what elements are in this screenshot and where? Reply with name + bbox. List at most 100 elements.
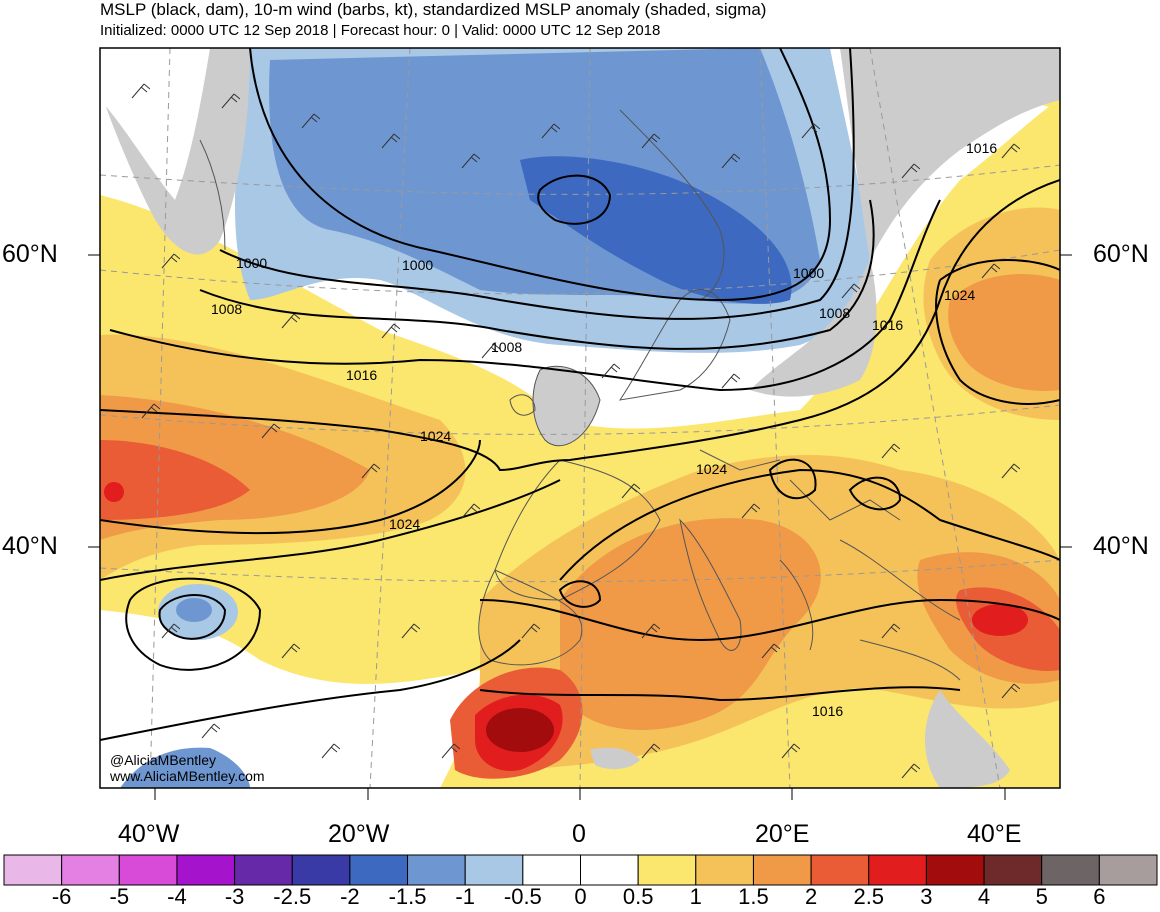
colorbar-swatch (234, 854, 293, 886)
colorbar-label: -5 (109, 884, 130, 909)
anomaly-neg-1-sw (176, 598, 212, 622)
graticule (100, 48, 1060, 788)
colorbar-label: -3 (224, 884, 245, 909)
lon-0-line (579, 48, 591, 788)
colorbar-swatch (695, 854, 754, 886)
colorbar-swatch (637, 854, 697, 886)
anomaly-pos-15-ne (948, 274, 1060, 391)
colorbar-swatch (349, 854, 409, 886)
contour-sw-low (158, 594, 227, 640)
contour-1000b (219, 48, 855, 320)
credit-handle: @AliciaMBentley (110, 752, 217, 768)
contour-1020-europe (479, 598, 1060, 642)
colorbar-swatch (580, 854, 639, 886)
land-sahara (590, 747, 640, 770)
contour-label: 1016 (966, 140, 997, 156)
anomaly-neg-1-bottom (120, 747, 250, 788)
colorbar-swatch (1041, 854, 1100, 886)
colorbar-swatch (752, 854, 812, 886)
contour-1008 (199, 199, 875, 350)
anomaly-neg-15-center (537, 170, 613, 220)
colorbar-label: 1.5 (738, 884, 769, 909)
lon-label-40w: 40°W (118, 820, 180, 848)
colorbar-label: 6 (1093, 884, 1106, 909)
colorbar-swatch (118, 854, 178, 886)
land-russia-north (840, 48, 1060, 260)
colorbar-label: -6 (51, 884, 72, 909)
colorbar-swatch (1098, 854, 1158, 886)
colorbar-label: 0 (574, 884, 587, 909)
contour-label: 1024 (696, 461, 727, 477)
lon-40w-line (149, 48, 171, 788)
contour-1016-south (479, 686, 961, 702)
colorbar-swatch (522, 854, 581, 886)
colorbar-swatch (868, 854, 927, 886)
contour-1024-europe (559, 468, 1060, 581)
axis-ticks (88, 254, 1072, 800)
colorbar-label: -2.5 (273, 884, 312, 909)
contour-label: 1016 (346, 367, 377, 383)
anomaly-pos-15-europe (560, 518, 821, 730)
greenland-white (100, 48, 210, 200)
contour-iberia-high (558, 580, 602, 608)
colorbar-label: 2 (804, 884, 818, 909)
contour-label: 1016 (812, 703, 843, 719)
contour-1000 (249, 48, 832, 302)
contour-label: 1024 (420, 428, 451, 444)
contour-label: 1000 (236, 255, 267, 271)
contour-1024-ne (935, 259, 1060, 405)
colorbar-label: 0.5 (622, 884, 654, 909)
colorbar (3, 854, 1158, 886)
lon-label-0: 0 (572, 820, 586, 848)
colorbar-label: 1 (689, 884, 702, 909)
colorbar-swatch (810, 854, 870, 886)
colorbar-swatch (983, 854, 1043, 886)
anomaly-pos-2-atlantic (100, 440, 250, 520)
contour-1016-sw (100, 639, 521, 741)
contour-1024-atlantic-b (100, 479, 561, 581)
colorbar-label: 3 (920, 884, 933, 909)
lat-70-line (100, 164, 1060, 195)
lon-20w-line (369, 48, 411, 788)
contour-sw-low-outer (125, 577, 262, 671)
colorbar-swatch (925, 854, 985, 886)
anomaly-pos-25-east (972, 604, 1028, 636)
contour-label: 1024 (389, 516, 420, 532)
colorbar-swatch (464, 854, 524, 886)
contour-label: 1016 (872, 317, 903, 333)
colorbar-swatch (407, 854, 466, 886)
contour-label: 1000 (402, 257, 433, 273)
contour-label: 1024 (944, 287, 975, 303)
colorbar-swatch (3, 854, 63, 886)
contour-label: 1008 (491, 339, 522, 355)
colorbar-label: 4 (977, 884, 991, 909)
coastlines (199, 109, 961, 681)
lon-label-40e: 40°E (967, 820, 1022, 848)
chart-title: MSLP (black, dam), 10-m wind (barbs, kt)… (100, 0, 767, 19)
lat-label-60n-right: 60°N (1093, 240, 1149, 268)
lon-label-20e: 20°E (755, 820, 810, 848)
lat-label-40n-left: 40°N (2, 532, 58, 560)
contour-label: 1008 (819, 305, 850, 321)
colorbar-swatch (176, 854, 236, 886)
colorbar-label: -2 (340, 884, 360, 909)
lat-label-40n-right: 40°N (1093, 532, 1149, 560)
lon-label-20w: 20°W (328, 820, 390, 848)
land-baltic (750, 260, 877, 397)
lat-60-line (100, 249, 1060, 295)
contour-balkan-high (848, 476, 902, 511)
land-arabia (925, 690, 1010, 788)
lat-50-line (100, 404, 1060, 435)
lon-40e-line (869, 48, 1001, 788)
contour-1016 (109, 199, 941, 392)
contour-1024-north (100, 179, 1060, 472)
colorbar-label: 2.5 (853, 884, 885, 909)
lat-label-60n-left: 60°N (2, 240, 58, 268)
anomaly-pos-3-sw (486, 708, 554, 752)
contour-label: 1000 (793, 265, 824, 281)
lon-20e-line (759, 48, 791, 788)
anomaly-pos-25-atlantic (104, 482, 124, 502)
colorbar-label: -1.5 (388, 884, 427, 909)
contour-labels: 1000 1000 1000 1008 1008 1008 1016 1016 … (211, 140, 997, 719)
